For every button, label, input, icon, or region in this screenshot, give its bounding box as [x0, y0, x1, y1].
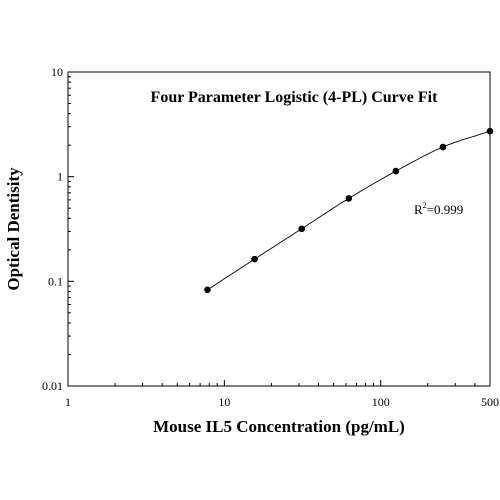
data-point — [251, 255, 258, 263]
r-squared-annotation: R2=0.999 — [414, 201, 463, 217]
data-point — [345, 195, 353, 202]
x-axis-ticks: 1 10 100 500 — [65, 380, 499, 409]
y-tick-label: 10 — [51, 65, 63, 79]
y-axis-ticks: 0.01 0.1 1 10 — [42, 65, 74, 393]
x-tick-label: 1 — [65, 395, 71, 409]
x-tick-label: 500 — [481, 395, 499, 409]
data-point — [486, 127, 494, 135]
r-squared-sup: 2 — [423, 201, 427, 210]
r-squared-value: =0.999 — [427, 202, 464, 217]
plot-frame — [67, 71, 491, 387]
y-tick-label: 0.1 — [48, 274, 63, 288]
x-tick-label: 10 — [218, 395, 230, 409]
r-squared-r: R — [414, 202, 423, 217]
y-axis-title: Optical Dentisity — [4, 167, 23, 291]
data-points — [204, 127, 494, 294]
y-tick-label: 0.01 — [42, 379, 63, 393]
x-tick-label: 100 — [372, 395, 390, 409]
data-point — [298, 225, 306, 233]
data-point — [204, 286, 211, 294]
y-tick-label: 1 — [57, 170, 63, 184]
x-axis-title: Mouse IL5 Concentration (pg/mL) — [153, 417, 405, 436]
chart-title: Four Parameter Logistic (4-PL) Curve Fit — [151, 89, 439, 106]
data-point — [392, 167, 400, 175]
data-point — [439, 143, 447, 151]
